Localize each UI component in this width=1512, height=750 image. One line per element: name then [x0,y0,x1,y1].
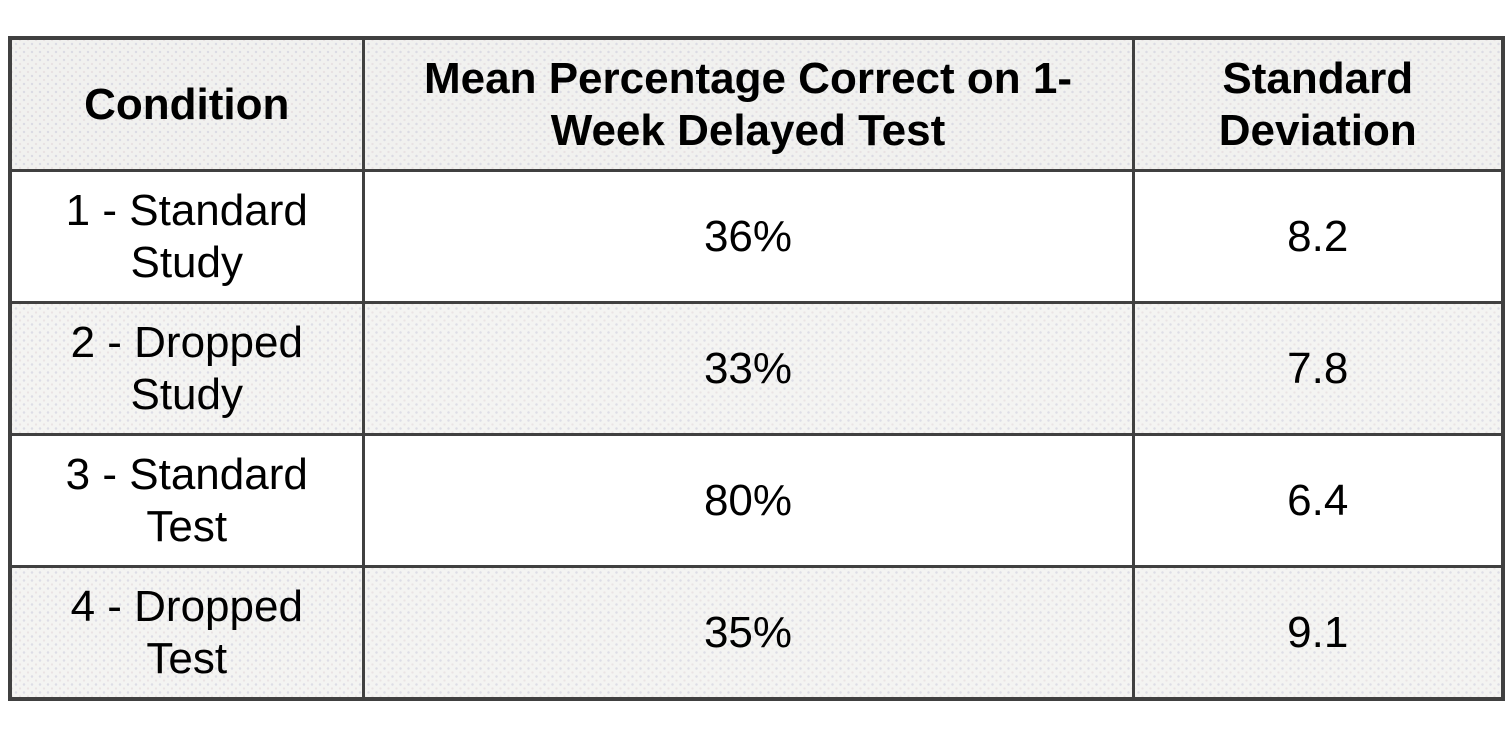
cell-mean: 80% [361,433,1135,568]
cell-condition: 4 - Dropped Test [8,565,365,701]
cell-condition: 2 - Dropped Study [8,301,365,436]
table-row: 4 - Dropped Test 35% 9.1 [8,565,1505,701]
table-header-row: Condition Mean Percentage Correct on 1- … [8,36,1505,172]
cell-sd: 7.8 [1131,301,1505,436]
cell-condition: 1 - Standard Study [8,169,365,304]
cell-mean: 35% [361,565,1135,701]
cell-mean: 33% [361,301,1135,436]
results-table: Condition Mean Percentage Correct on 1- … [8,36,1505,701]
cell-sd: 8.2 [1131,169,1505,304]
table-row: 1 - Standard Study 36% 8.2 [8,169,1505,304]
table-row: 2 - Dropped Study 33% 7.8 [8,301,1505,436]
table-row: 3 - Standard Test 80% 6.4 [8,433,1505,568]
cell-condition: 3 - Standard Test [8,433,365,568]
column-header-standard-deviation: Standard Deviation [1131,36,1505,172]
column-header-condition: Condition [8,36,365,172]
column-header-mean-percentage: Mean Percentage Correct on 1- Week Delay… [361,36,1135,172]
cell-mean: 36% [361,169,1135,304]
cell-sd: 6.4 [1131,433,1505,568]
cell-sd: 9.1 [1131,565,1505,701]
